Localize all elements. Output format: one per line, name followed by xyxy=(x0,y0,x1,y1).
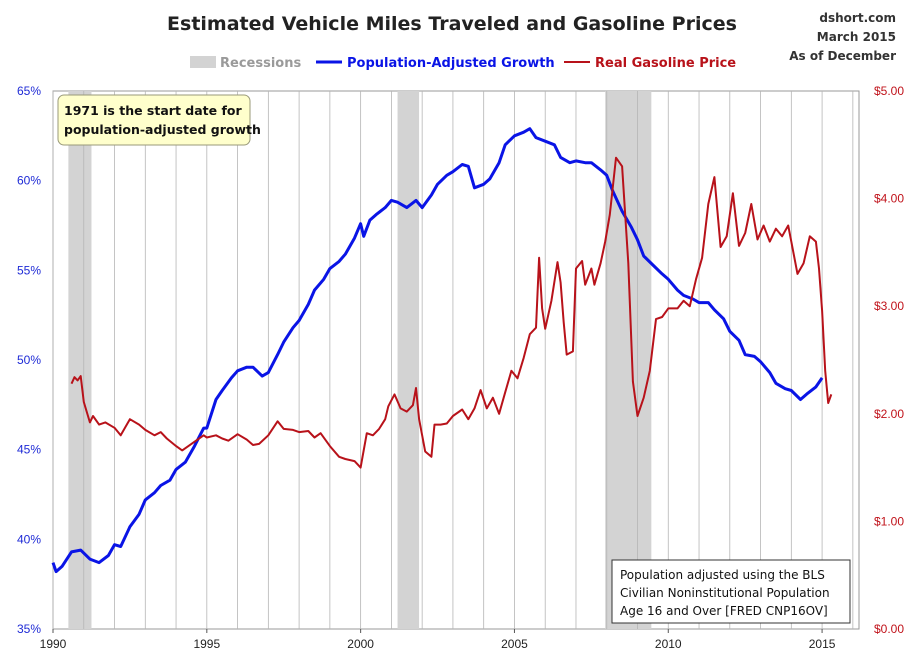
y-left-tick-label: 45% xyxy=(17,443,41,457)
y-left-tick-label: 55% xyxy=(17,263,41,277)
real-gasoline-price-line xyxy=(70,156,833,469)
y-right-tick-label: $4.00 xyxy=(874,192,904,206)
x-tick-label: 1995 xyxy=(193,637,220,651)
legend-recessions-label: Recessions xyxy=(220,56,301,71)
start-date-note: 1971 is the start date for population-ad… xyxy=(57,94,261,146)
legend-gasoline-label: Real Gasoline Price xyxy=(595,56,736,71)
y-left-tick-label: 65% xyxy=(17,84,41,98)
population-note-line-2: Civilian Noninstitutional Population xyxy=(620,586,830,600)
x-tick-label: 2015 xyxy=(809,637,836,651)
vertical-gridlines xyxy=(52,91,854,629)
series-lines xyxy=(51,127,833,574)
legend: Recessions Population-Adjusted Growth Re… xyxy=(190,56,736,71)
plot-area xyxy=(52,90,860,630)
source-line-2: March 2015 xyxy=(817,30,896,44)
recession-band xyxy=(397,91,420,629)
start-note-line-2: population-adjusted growth xyxy=(64,122,261,137)
y-left-tick-label: 40% xyxy=(17,532,41,546)
recession-band xyxy=(605,91,652,629)
legend-population-label: Population-Adjusted Growth xyxy=(347,56,555,71)
population-adjusted-growth-line xyxy=(51,127,824,574)
source-line-3: As of December xyxy=(789,49,896,63)
y-right-tick-label: $5.00 xyxy=(874,84,904,98)
y-right-tick-label: $0.00 xyxy=(874,622,904,636)
legend-recession-swatch xyxy=(190,56,216,68)
population-note-box xyxy=(611,559,851,624)
chart-title: Estimated Vehicle Miles Traveled and Gas… xyxy=(167,13,737,35)
y-right-tick-label: $2.00 xyxy=(874,407,904,421)
source-line-1: dshort.com xyxy=(819,11,896,25)
population-adjusted-note: Population adjusted using the BLS Civili… xyxy=(611,559,851,624)
y-left-tick-label: 60% xyxy=(17,174,41,188)
y-left-tick-label: 35% xyxy=(17,622,41,636)
x-tick-label: 2005 xyxy=(501,637,528,651)
x-tick-label: 2000 xyxy=(347,637,374,651)
recession-band xyxy=(68,91,92,629)
population-note-line-3: Age 16 and Over [FRED CNP16OV] xyxy=(620,604,828,618)
x-tick-label: 2010 xyxy=(655,637,682,651)
start-note-box xyxy=(57,94,251,146)
y-left-tick-label: 50% xyxy=(17,353,41,367)
population-note-line-1: Population adjusted using the BLS xyxy=(620,568,825,582)
y-right-tick-label: $1.00 xyxy=(874,514,904,528)
x-tick-label: 1990 xyxy=(40,637,67,651)
start-note-line-1: 1971 is the start date for xyxy=(64,103,242,118)
axis-ticks: 35% 40% 45% 50% 55% 60% 65% $0.00 $1.00 $2.00 $3.0… xyxy=(17,84,904,651)
y-right-tick-label: $3.00 xyxy=(874,299,904,313)
